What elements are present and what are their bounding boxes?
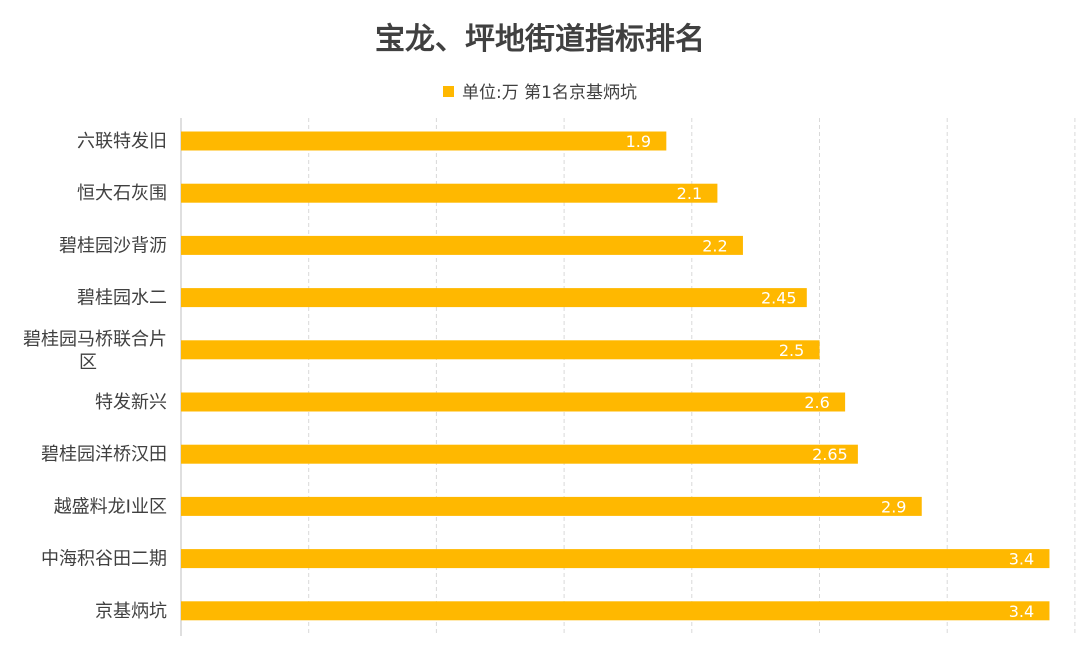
data-label: 2.5 (779, 341, 804, 360)
category-label: 恒大石灰围 (77, 183, 167, 204)
chart-title: 宝龙、坪地街道指标排名 (375, 22, 705, 57)
bar (181, 392, 846, 412)
legend: 单位:万 第1名京基炳坑 (0, 78, 1080, 103)
bar (181, 183, 718, 203)
category-label: 越盛料龙I业区 (54, 496, 167, 517)
data-label: 2.65 (812, 445, 848, 464)
data-label: 2.1 (677, 184, 702, 203)
category-label: 碧桂园洋桥汉田 (41, 444, 167, 465)
data-label: 2.2 (702, 236, 727, 255)
bar (181, 340, 820, 360)
bar (181, 601, 1050, 621)
category-label: 碧桂园沙背沥 (59, 235, 167, 256)
data-label: 3.4 (1009, 550, 1034, 569)
bar (181, 444, 858, 464)
legend-label: 单位:万 第1名京基炳坑 (462, 83, 637, 103)
bar (181, 496, 922, 516)
bar (181, 131, 667, 151)
legend-swatch (443, 86, 455, 97)
category-label: 碧桂园水二 (77, 288, 167, 309)
bar (181, 288, 807, 308)
category-label: 特发新兴 (95, 392, 167, 413)
data-label: 2.9 (881, 497, 906, 516)
data-label: 2.45 (761, 289, 797, 308)
category-label: 京基炳坑 (95, 601, 167, 622)
category-label: 六联特发旧 (77, 131, 167, 152)
category-label: 碧桂园马桥联合片 (23, 329, 167, 350)
bar (181, 549, 1050, 569)
category-label-line2: 区 (79, 352, 97, 373)
bar (181, 235, 743, 255)
data-label: 1.9 (626, 132, 651, 151)
data-label: 3.4 (1009, 602, 1034, 621)
category-label: 中海积谷田二期 (41, 549, 167, 570)
data-label: 2.6 (804, 393, 829, 412)
